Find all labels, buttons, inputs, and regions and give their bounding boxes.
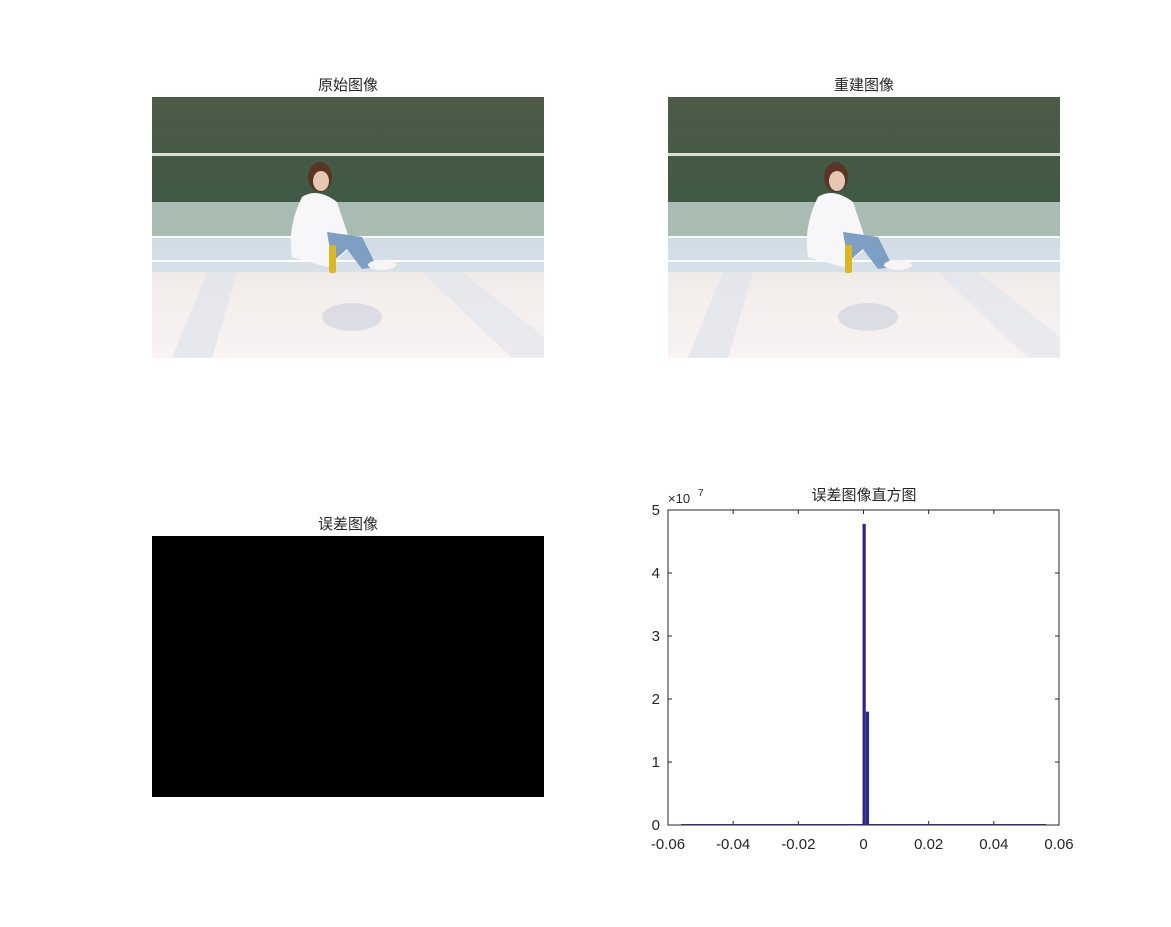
x-tick-label: 0.06	[1044, 836, 1073, 853]
x-tick-label: -0.04	[716, 836, 750, 853]
y-tick-label: 0	[652, 817, 660, 834]
y-exponent-power: 7	[698, 488, 704, 499]
reconstructed-image-title: 重建图像	[833, 76, 894, 94]
x-tick-label: 0.04	[979, 836, 1008, 853]
x-tick-label: 0	[859, 836, 867, 853]
original-image	[152, 97, 544, 358]
histogram-bar	[845, 825, 863, 826]
reconstructed-image	[668, 97, 1060, 358]
histogram-bar	[869, 824, 873, 825]
error-image	[152, 536, 544, 797]
y-tick-label: 1	[652, 754, 660, 771]
x-tick-label: 0.02	[914, 836, 943, 853]
y-tick-label: 4	[652, 565, 660, 582]
histogram-bar	[865, 711, 870, 825]
histogram-title: 误差图像直方图	[811, 487, 916, 504]
original-image-title: 原始图像	[317, 76, 378, 94]
x-tick-label: -0.02	[781, 836, 815, 853]
error-image-title: 误差图像	[317, 515, 378, 533]
y-tick-label: 2	[652, 691, 660, 708]
x-tick-label: -0.06	[651, 836, 685, 853]
histogram-bars	[681, 523, 1046, 826]
y-axis: 0 1 2 3 4 5	[652, 502, 1059, 834]
y-exponent-base: ×10	[668, 491, 690, 506]
y-exponent-label: ×10 7	[668, 488, 704, 506]
histogram-bar	[862, 523, 866, 825]
y-tick-label: 5	[652, 502, 660, 519]
x-axis: -0.06 -0.04 -0.02 0 0.02 0.04 0.06	[651, 510, 1074, 853]
y-tick-label: 3	[652, 628, 660, 645]
